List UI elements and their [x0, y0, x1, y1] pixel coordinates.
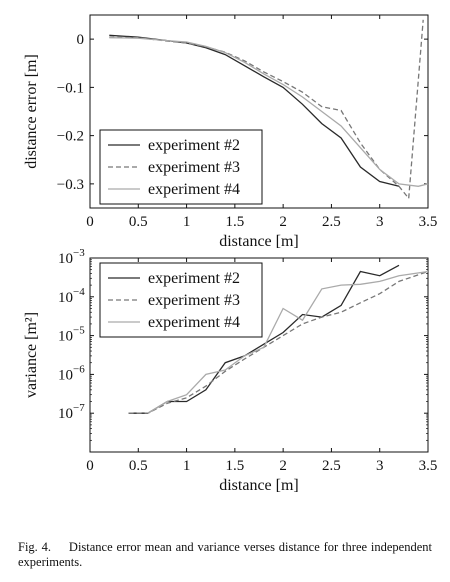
legend-label: experiment #4: [148, 181, 240, 198]
series-line-exp3: [147, 270, 429, 414]
plot-frame: [89, 257, 429, 453]
x-tick-label: 1: [183, 214, 191, 230]
x-tick-label: 0: [86, 214, 94, 230]
y-tick-label: 10−7: [58, 402, 85, 422]
y-tick-label: 10−3: [58, 247, 85, 267]
x-tick-label: 3.5: [419, 214, 438, 230]
x-axis-label: distance [m]: [219, 477, 299, 494]
y-tick-label: 0: [77, 32, 85, 48]
plot-frame: [89, 14, 429, 209]
x-tick-label: 3.5: [419, 458, 438, 474]
series-line-exp3: [109, 37, 429, 187]
legend-label: experiment #2: [148, 270, 240, 287]
caption-number: Fig. 4.: [18, 540, 52, 554]
series-line-exp2: [128, 270, 429, 414]
y-axis-label: distance error [m]: [23, 54, 40, 169]
x-tick-label: 2.5: [322, 458, 341, 474]
y-tick-label: 10−5: [58, 325, 85, 345]
x-tick-label: 0.5: [129, 458, 148, 474]
y-tick-label: 10−6: [58, 363, 85, 383]
x-axis-label: distance [m]: [219, 233, 299, 250]
x-tick-label: 2: [279, 458, 287, 474]
x-tick-label: 0.5: [129, 214, 148, 230]
y-tick-label: −0.3: [57, 177, 84, 193]
caption-text: Distance error mean and variance verses …: [18, 540, 432, 569]
x-tick-label: 3: [376, 214, 384, 230]
legend-box: [99, 129, 263, 205]
legend-label: experiment #4: [148, 314, 240, 331]
legend-label: experiment #3: [148, 292, 240, 309]
x-tick-label: 2: [279, 214, 287, 230]
legend: experiment #2 experiment #3 experiment #4: [99, 262, 263, 338]
y-axis-label: variance [m²]: [23, 312, 40, 398]
chart-2: 0 0.5 1 1.5 2 2.5 3 3.5 10−7 10−6 10−5 10−4 10−3 dist…: [23, 247, 437, 494]
x-tick-label: 1.5: [225, 214, 244, 230]
figure: 0 0.5 1 1.5 2 2.5 3 3.5 0 −0.1 −0.2 −0.3 distance [m…: [23, 14, 438, 494]
x-tick-label: 1.5: [225, 458, 244, 474]
series-line-exp1: [128, 264, 400, 414]
legend-label: experiment #3: [148, 159, 240, 176]
x-tick-label: 0: [86, 458, 94, 474]
x-tick-label: 1: [183, 458, 191, 474]
legend-label: experiment #2: [148, 137, 240, 154]
y-tick-label: 10−4: [58, 286, 85, 306]
chart-1: 0 0.5 1 1.5 2 2.5 3 3.5 0 −0.1 −0.2 −0.3 distance [m…: [23, 14, 438, 250]
y-tick-label: −0.1: [57, 80, 84, 96]
figure-caption: Fig. 4. Distance error mean and variance…: [18, 540, 432, 570]
x-tick-label: 2.5: [322, 214, 341, 230]
legend: experiment #2 experiment #3 experiment #4: [99, 129, 263, 205]
x-tick-label: 3: [376, 458, 384, 474]
y-tick-label: −0.2: [57, 129, 84, 145]
